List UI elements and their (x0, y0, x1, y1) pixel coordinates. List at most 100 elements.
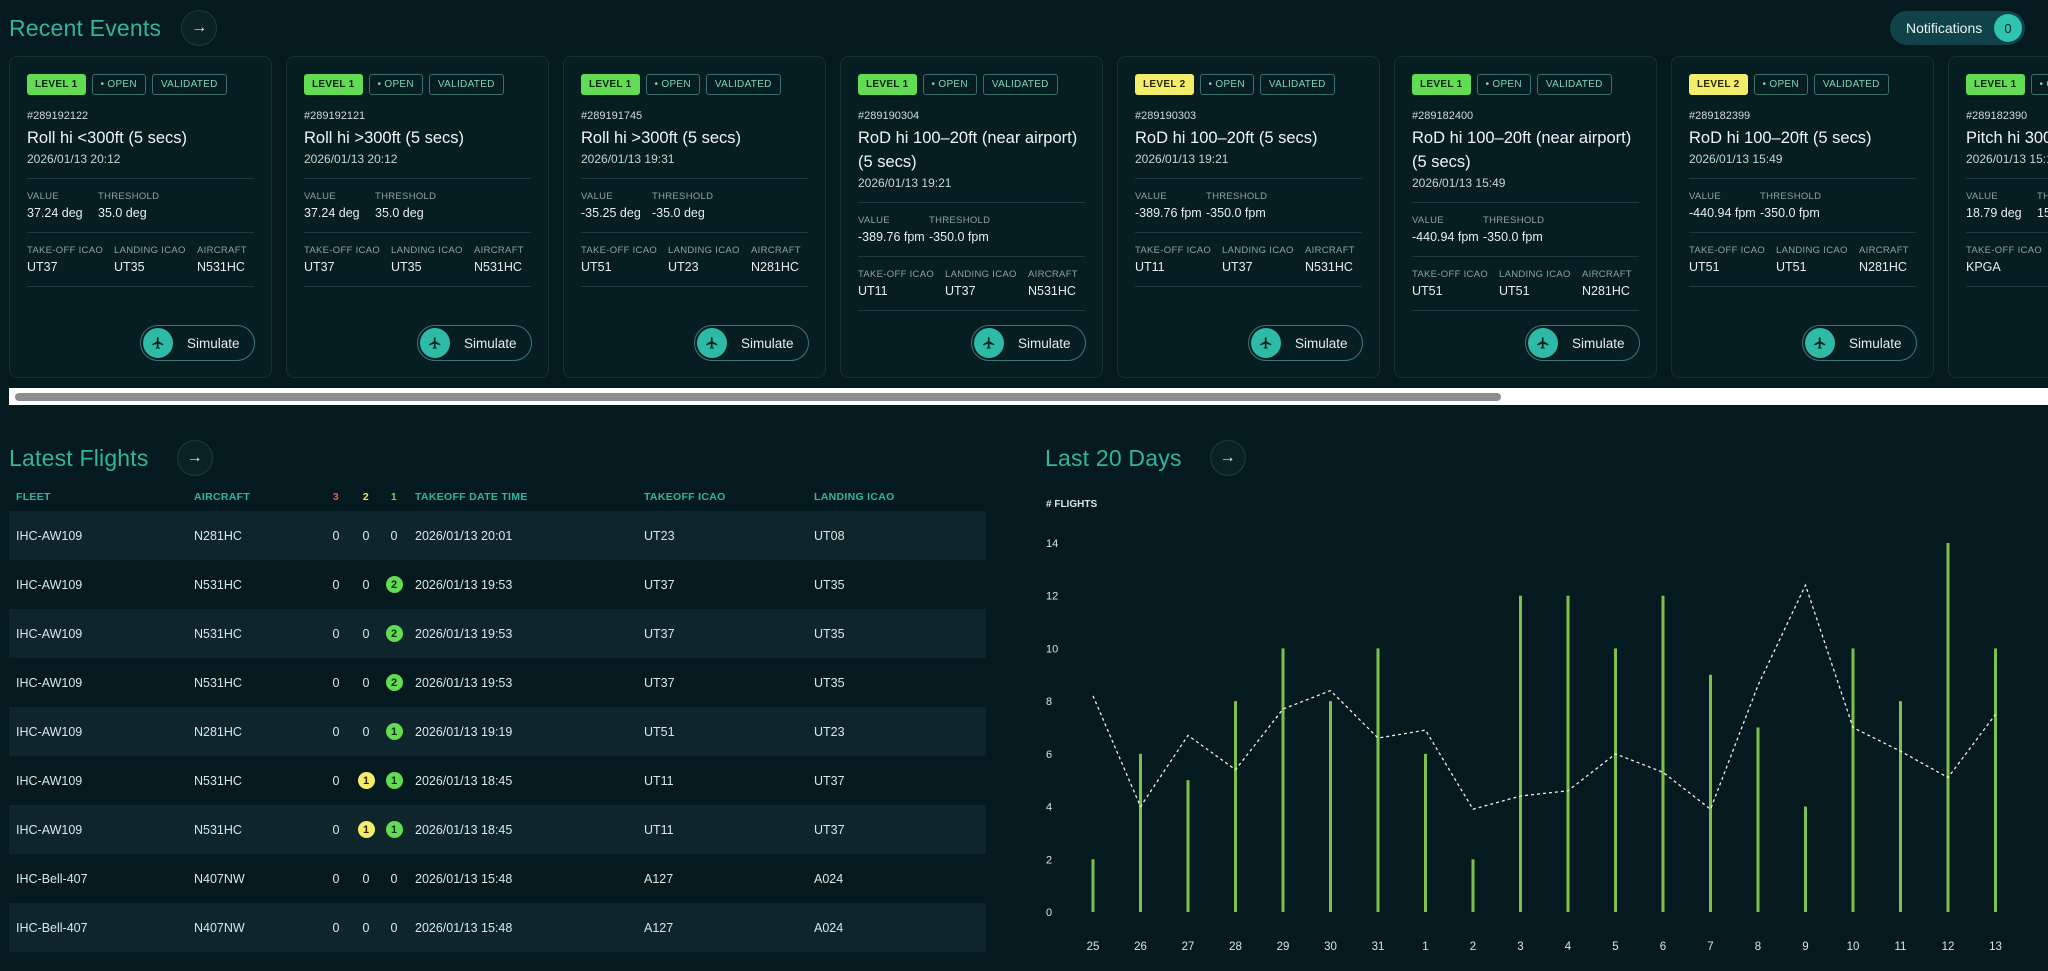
event-badges: LEVEL 1 • OPEN VALIDATED (1966, 74, 2048, 96)
event-id: #289182399 (1689, 110, 1751, 122)
cell-takeoff-icao: A127 (637, 903, 807, 952)
takeoff-text: UT51 (1412, 284, 1443, 298)
event-title: RoD hi 100–20ft (5 secs) (1689, 129, 1872, 147)
aircraft-text: N531HC (1028, 284, 1076, 298)
event-takeoff: TAKE-OFF ICAO UT11 (1135, 245, 1222, 274)
cell-takeoff-datetime: 2026/01/13 19:53 (408, 609, 637, 658)
landing-text: UT37 (945, 284, 976, 298)
table-row[interactable]: IHC-AW109 N531HC 0 1 1 2026/01/13 18:45 UT11 UT… (9, 805, 986, 854)
event-threshold: THRESHOLD 35.0 deg (98, 191, 159, 220)
event-card[interactable]: LEVEL 2 • OPEN VALIDATED #289182399 RoD … (1671, 56, 1934, 378)
col-takeoff-icao[interactable]: TAKEOFF ICAO (644, 491, 726, 503)
event-route-row: TAKE-OFF ICAO UT51 LANDING ICAO UT23 AIR… (581, 245, 808, 274)
table-row[interactable]: IHC-Bell-407 N407NW 0 0 0 2026/01/13 15:48 A12… (9, 854, 986, 903)
simulate-button[interactable]: Simulate (1802, 325, 1917, 361)
threshold-text: -350.0 fpm (929, 230, 989, 244)
value-label: VALUE (1689, 191, 1721, 202)
col-level-1[interactable]: 1 (390, 491, 398, 503)
landing-text: UT51 (1499, 284, 1530, 298)
table-row[interactable]: IHC-AW109 N531HC 0 1 1 2026/01/13 18:45 UT11 UT… (9, 756, 986, 805)
latest-flights-body: IHC-AW109 N281HC 0 0 0 2026/01/13 20:01 UT23 UT… (9, 511, 986, 952)
event-landing: LANDING ICAO UT51 (1499, 269, 1582, 298)
simulate-button[interactable]: Simulate (1248, 325, 1363, 361)
table-row[interactable]: IHC-AW109 N531HC 0 0 2 2026/01/13 19:53 UT37 UT… (9, 658, 986, 707)
cell-level-2: 0 (362, 675, 370, 690)
simulate-button[interactable]: Simulate (971, 325, 1086, 361)
event-card[interactable]: LEVEL 2 • OPEN VALIDATED #289190303 RoD … (1117, 56, 1380, 378)
table-row[interactable]: IHC-AW109 N531HC 0 0 2 2026/01/13 19:53 UT37 UT… (9, 560, 986, 609)
scrollbar-thumb[interactable] (15, 393, 1501, 401)
aircraft-text: N281HC (751, 260, 799, 274)
col-aircraft[interactable]: AIRCRAFT (194, 491, 251, 503)
x-tick-label: 28 (1229, 941, 1242, 953)
status-badge: • OPEN (1199, 74, 1254, 95)
takeoff-text: UT37 (27, 260, 58, 274)
col-fleet[interactable]: FLEET (16, 491, 51, 503)
event-badges: LEVEL 2 • OPEN VALIDATED (1135, 74, 1362, 96)
simulate-label: Simulate (1295, 335, 1348, 351)
landing-label: LANDING ICAO (1776, 245, 1848, 256)
divider (1689, 232, 1916, 233)
table-row[interactable]: IHC-AW109 N281HC 0 0 0 2026/01/13 20:01 UT23 UT… (9, 511, 986, 560)
flight-bar (1281, 648, 1285, 912)
event-card[interactable]: LEVEL 1 • OPEN VALIDATED #289192122 Roll… (9, 56, 272, 378)
takeoff-text: UT11 (858, 284, 888, 298)
value-text: -35.25 deg (581, 206, 641, 220)
table-row[interactable]: IHC-AW109 N531HC 0 0 2 2026/01/13 19:53 UT37 UT… (9, 609, 986, 658)
event-route-row: TAKE-OFF ICAO UT51 LANDING ICAO UT51 AIR… (1412, 269, 1639, 298)
horizontal-scrollbar[interactable] (9, 388, 2048, 405)
simulate-button[interactable]: Simulate (1525, 325, 1640, 361)
flight-bar (1139, 753, 1142, 912)
table-row[interactable]: IHC-AW109 N281HC 0 0 1 2026/01/13 19:19 UT51 UT… (9, 707, 986, 756)
aircraft-label: AIRCRAFT (1859, 245, 1909, 256)
value-text: -389.76 fpm (858, 230, 925, 244)
col-level-2[interactable]: 2 (362, 491, 370, 503)
event-id: #289192121 (304, 110, 366, 122)
threshold-label: THRESHOLD (1760, 191, 1822, 202)
col-takeoff-datetime[interactable]: TAKEOFF DATE TIME (415, 491, 528, 503)
cell-takeoff-datetime: 2026/01/13 15:48 (408, 903, 637, 952)
cell-level-2: 0 (352, 511, 380, 560)
event-card[interactable]: LEVEL 1 • OPEN VALIDATED #289182390 Pitc… (1948, 56, 2048, 378)
threshold-label: THRESHOLD (2037, 191, 2048, 202)
event-card[interactable]: LEVEL 1 • OPEN VALIDATED #289190304 RoD … (840, 56, 1103, 378)
recent-events-carousel[interactable]: LEVEL 1 • OPEN VALIDATED #289192122 Roll… (9, 56, 2048, 378)
value-label: VALUE (27, 191, 59, 202)
divider (304, 178, 531, 179)
takeoff-text: UT51 (1689, 260, 1720, 274)
aircraft-label: AIRCRAFT (474, 245, 524, 256)
cell-level-1: 1 (380, 707, 408, 756)
latest-flights-arrow-button[interactable]: → (176, 440, 213, 476)
event-title: RoD hi 100–20ft (5 secs) (1135, 129, 1318, 147)
col-level-3[interactable]: 3 (332, 491, 340, 503)
flight-bar (1329, 701, 1332, 912)
flight-bar (1804, 806, 1807, 912)
cell-level-3: 0 (332, 871, 340, 886)
cell-level-2: 0 (352, 707, 380, 756)
col-landing-icao[interactable]: LANDING ICAO (814, 491, 895, 503)
arrow-right-icon: → (191, 19, 208, 36)
simulate-button[interactable]: Simulate (694, 325, 809, 361)
value-text: -440.94 fpm (1412, 230, 1479, 244)
value-text: -440.94 fpm (1689, 206, 1756, 220)
event-card[interactable]: LEVEL 1 • OPEN VALIDATED #289191745 Roll… (563, 56, 826, 378)
x-tick-label: 7 (1707, 941, 1713, 953)
simulate-label: Simulate (187, 335, 240, 351)
table-row[interactable]: IHC-Bell-407 N407NW 0 0 0 2026/01/13 15:48 A12… (9, 903, 986, 952)
event-title: Roll hi >300ft (5 secs) (581, 129, 742, 147)
cell-takeoff-icao: UT37 (644, 577, 675, 592)
event-card[interactable]: LEVEL 1 • OPEN VALIDATED #289182400 RoD … (1394, 56, 1657, 378)
simulate-button[interactable]: Simulate (140, 325, 255, 361)
cell-aircraft: N531HC (194, 773, 242, 788)
event-id: #289182400 (1412, 110, 1474, 122)
last-20-days-arrow-button[interactable]: → (1209, 440, 1246, 476)
event-aircraft: AIRCRAFT N281HC (751, 245, 801, 274)
cell-landing-icao: UT08 (807, 511, 986, 560)
takeoff-text: KPGA (1966, 260, 2001, 274)
threshold-label: THRESHOLD (1206, 191, 1268, 202)
simulate-button[interactable]: Simulate (417, 325, 532, 361)
notifications-button[interactable]: Notifications 0 (1890, 11, 2025, 45)
threshold-label: THRESHOLD (929, 215, 991, 226)
event-card[interactable]: LEVEL 1 • OPEN VALIDATED #289192121 Roll… (286, 56, 549, 378)
recent-events-arrow-button[interactable]: → (181, 10, 218, 46)
